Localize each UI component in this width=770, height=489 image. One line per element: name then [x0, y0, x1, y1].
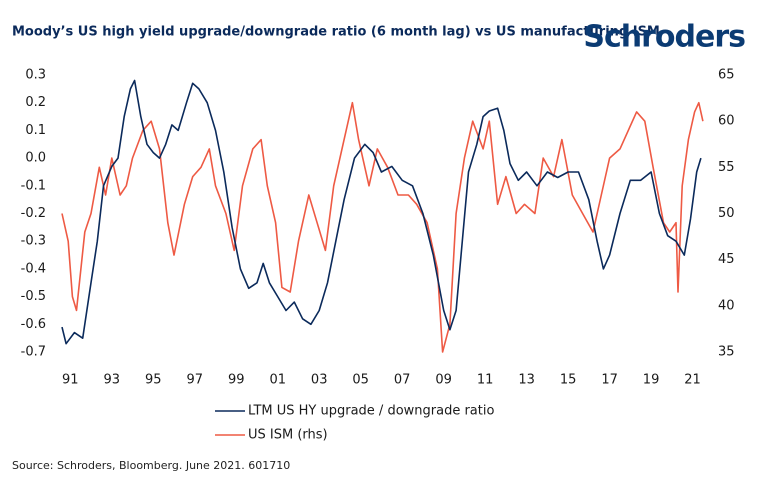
- legend-label: LTM US HY upgrade / downgrade ratio: [248, 404, 494, 419]
- x-tick-label: 21: [684, 373, 701, 388]
- source-note: Source: Schroders, Bloomberg. June 2021.…: [12, 459, 290, 472]
- x-tick-label: 09: [435, 373, 452, 388]
- y-tick-label: -0.4: [21, 261, 46, 276]
- y2-tick-label: 40: [718, 298, 735, 313]
- x-tick-label: 19: [643, 373, 660, 388]
- chart-title: Moody’s US high yield upgrade/downgrade …: [12, 25, 660, 40]
- series-line: [61, 79, 702, 345]
- x-tick-label: 01: [269, 373, 286, 388]
- y-tick-label: -0.2: [21, 206, 46, 221]
- y-tick-label: -0.1: [21, 178, 46, 193]
- x-tick-label: 97: [186, 373, 203, 388]
- legend-label: US ISM (rhs): [248, 428, 328, 443]
- series-line: [61, 101, 704, 353]
- y-tick-label: -0.7: [21, 345, 46, 360]
- y-tick-label: 0.0: [25, 151, 46, 166]
- y2-tick-label: 65: [718, 68, 735, 83]
- y-tick-label: -0.6: [21, 317, 46, 332]
- brand-logo: Schroders: [583, 20, 745, 55]
- x-tick-label: 93: [104, 373, 121, 388]
- x-tick-label: 17: [601, 373, 618, 388]
- x-tick-label: 11: [477, 373, 494, 388]
- x-tick-label: 95: [145, 373, 162, 388]
- x-tick-label: 99: [228, 373, 245, 388]
- x-tick-label: 91: [62, 373, 79, 388]
- y2-tick-label: 35: [718, 345, 735, 360]
- y-tick-label: -0.5: [21, 289, 46, 304]
- y2-tick-label: 60: [718, 114, 735, 129]
- x-tick-label: 13: [518, 373, 535, 388]
- x-tick-label: 03: [311, 373, 328, 388]
- y-tick-label: 0.2: [25, 95, 46, 110]
- y-tick-label: 0.3: [25, 68, 46, 83]
- y2-tick-label: 55: [718, 160, 735, 175]
- x-tick-label: 15: [560, 373, 577, 388]
- y2-tick-label: 45: [718, 252, 735, 267]
- y2-tick-label: 50: [718, 206, 735, 221]
- y-tick-label: -0.3: [21, 234, 46, 249]
- x-tick-label: 07: [394, 373, 411, 388]
- y-tick-label: 0.1: [25, 123, 46, 138]
- x-tick-label: 05: [352, 373, 369, 388]
